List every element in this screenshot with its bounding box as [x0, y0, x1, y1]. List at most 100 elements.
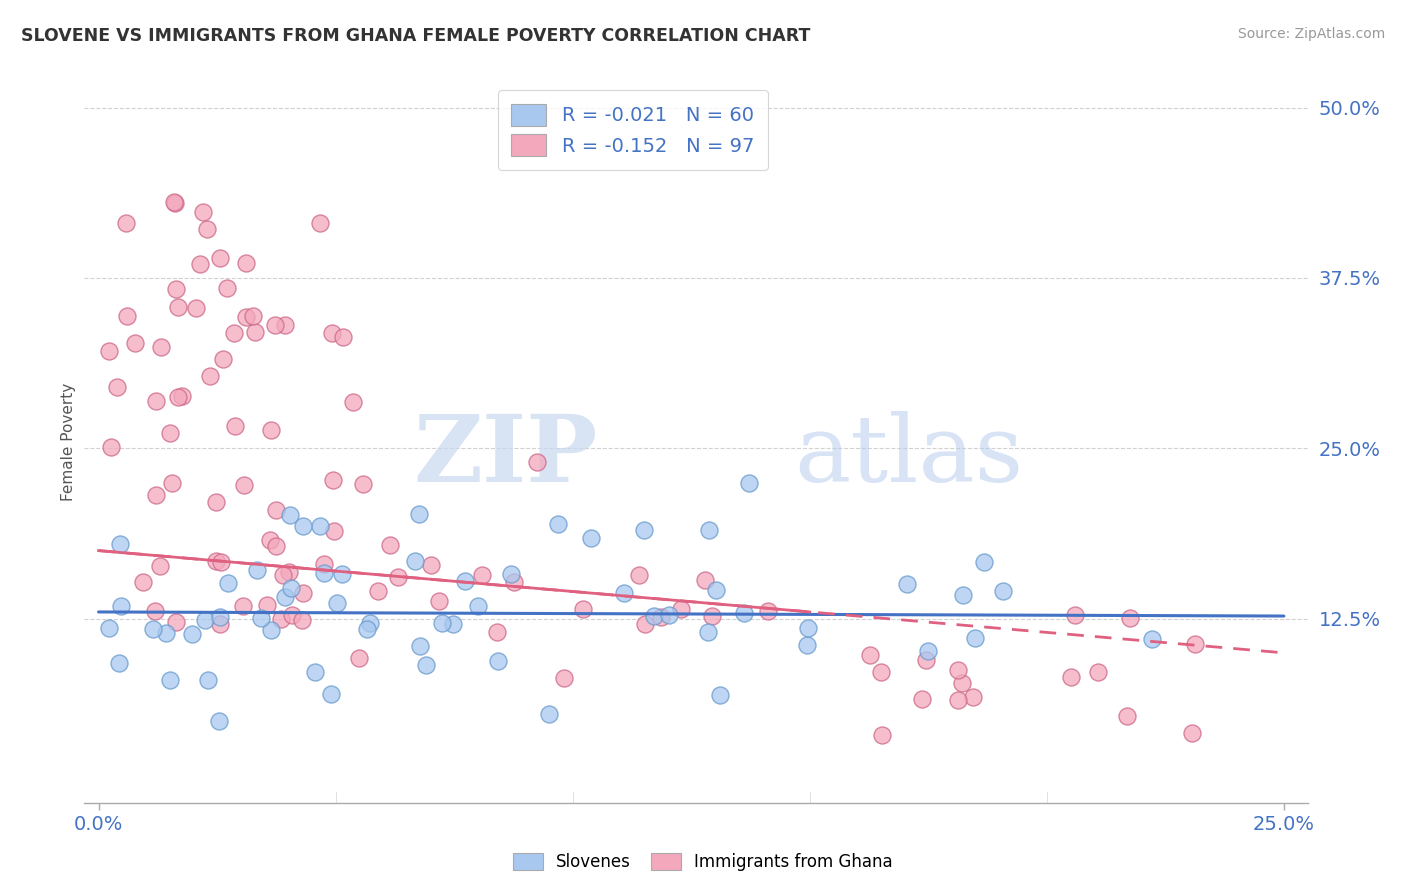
- Point: [115, 309, 138, 323]
- Point: [380, 538, 402, 552]
- Point: [159, 673, 181, 688]
- Point: [264, 318, 287, 332]
- Point: [471, 567, 494, 582]
- Point: [870, 728, 893, 742]
- Point: [1184, 637, 1206, 651]
- Point: [198, 369, 221, 384]
- Point: [107, 656, 129, 670]
- Point: [209, 617, 232, 632]
- Point: [404, 554, 426, 568]
- Point: [443, 617, 465, 632]
- Point: [280, 581, 302, 595]
- Point: [114, 216, 136, 230]
- Point: [212, 352, 235, 367]
- Point: [217, 576, 239, 591]
- Point: [409, 639, 432, 653]
- Point: [502, 574, 524, 589]
- Point: [419, 558, 441, 573]
- Point: [188, 257, 211, 271]
- Point: [579, 531, 602, 545]
- Point: [124, 336, 146, 351]
- Point: [233, 478, 256, 492]
- Point: [98, 344, 121, 359]
- Point: [291, 613, 314, 627]
- Point: [323, 524, 346, 538]
- Point: [98, 621, 121, 635]
- Point: [658, 608, 681, 623]
- Point: [738, 475, 761, 490]
- Point: [314, 566, 336, 581]
- Point: [948, 692, 970, 706]
- Point: [628, 568, 651, 582]
- Point: [1115, 709, 1137, 723]
- Point: [963, 631, 986, 645]
- Point: [859, 648, 882, 663]
- Point: [108, 536, 131, 550]
- Point: [342, 395, 364, 409]
- Point: [917, 643, 939, 657]
- Point: [217, 281, 239, 295]
- Point: [869, 665, 891, 680]
- Point: [208, 252, 231, 266]
- Point: [427, 594, 450, 608]
- Point: [613, 586, 636, 600]
- Point: [308, 216, 330, 230]
- Point: [486, 655, 509, 669]
- Point: [142, 622, 165, 636]
- Point: [278, 508, 301, 522]
- Point: [165, 615, 187, 629]
- Text: ZIP: ZIP: [413, 411, 598, 501]
- Point: [260, 623, 283, 637]
- Point: [145, 488, 167, 502]
- Point: [914, 653, 936, 667]
- Point: [387, 570, 409, 584]
- Point: [1181, 725, 1204, 739]
- Point: [352, 476, 374, 491]
- Point: [308, 519, 330, 533]
- Point: [145, 393, 167, 408]
- Point: [499, 567, 522, 582]
- Point: [973, 555, 995, 569]
- Point: [356, 622, 378, 636]
- Point: [242, 310, 264, 324]
- Point: [332, 330, 354, 344]
- Point: [256, 598, 278, 612]
- Point: [322, 473, 344, 487]
- Point: [159, 425, 181, 440]
- Point: [700, 608, 723, 623]
- Point: [650, 610, 672, 624]
- Point: [271, 568, 294, 582]
- Point: [132, 575, 155, 590]
- Point: [319, 687, 342, 701]
- Point: [180, 627, 202, 641]
- Point: [281, 608, 304, 623]
- Point: [235, 310, 257, 325]
- Point: [155, 626, 177, 640]
- Point: [634, 617, 657, 632]
- Point: [170, 389, 193, 403]
- Point: [330, 566, 353, 581]
- Y-axis label: Female Poverty: Female Poverty: [60, 383, 76, 500]
- Point: [993, 583, 1015, 598]
- Point: [326, 596, 349, 610]
- Point: [733, 606, 755, 620]
- Point: [526, 455, 548, 469]
- Point: [430, 615, 453, 630]
- Point: [143, 604, 166, 618]
- Point: [695, 574, 717, 588]
- Point: [1087, 665, 1109, 680]
- Point: [208, 610, 231, 624]
- Point: [208, 714, 231, 728]
- Point: [538, 706, 561, 721]
- Point: [273, 591, 295, 605]
- Point: [952, 588, 974, 602]
- Point: [911, 692, 934, 706]
- Point: [553, 671, 575, 685]
- Point: [194, 613, 217, 627]
- Point: [264, 503, 287, 517]
- Point: [162, 476, 184, 491]
- Point: [100, 440, 122, 454]
- Point: [277, 566, 299, 580]
- Point: [270, 612, 292, 626]
- Point: [191, 204, 214, 219]
